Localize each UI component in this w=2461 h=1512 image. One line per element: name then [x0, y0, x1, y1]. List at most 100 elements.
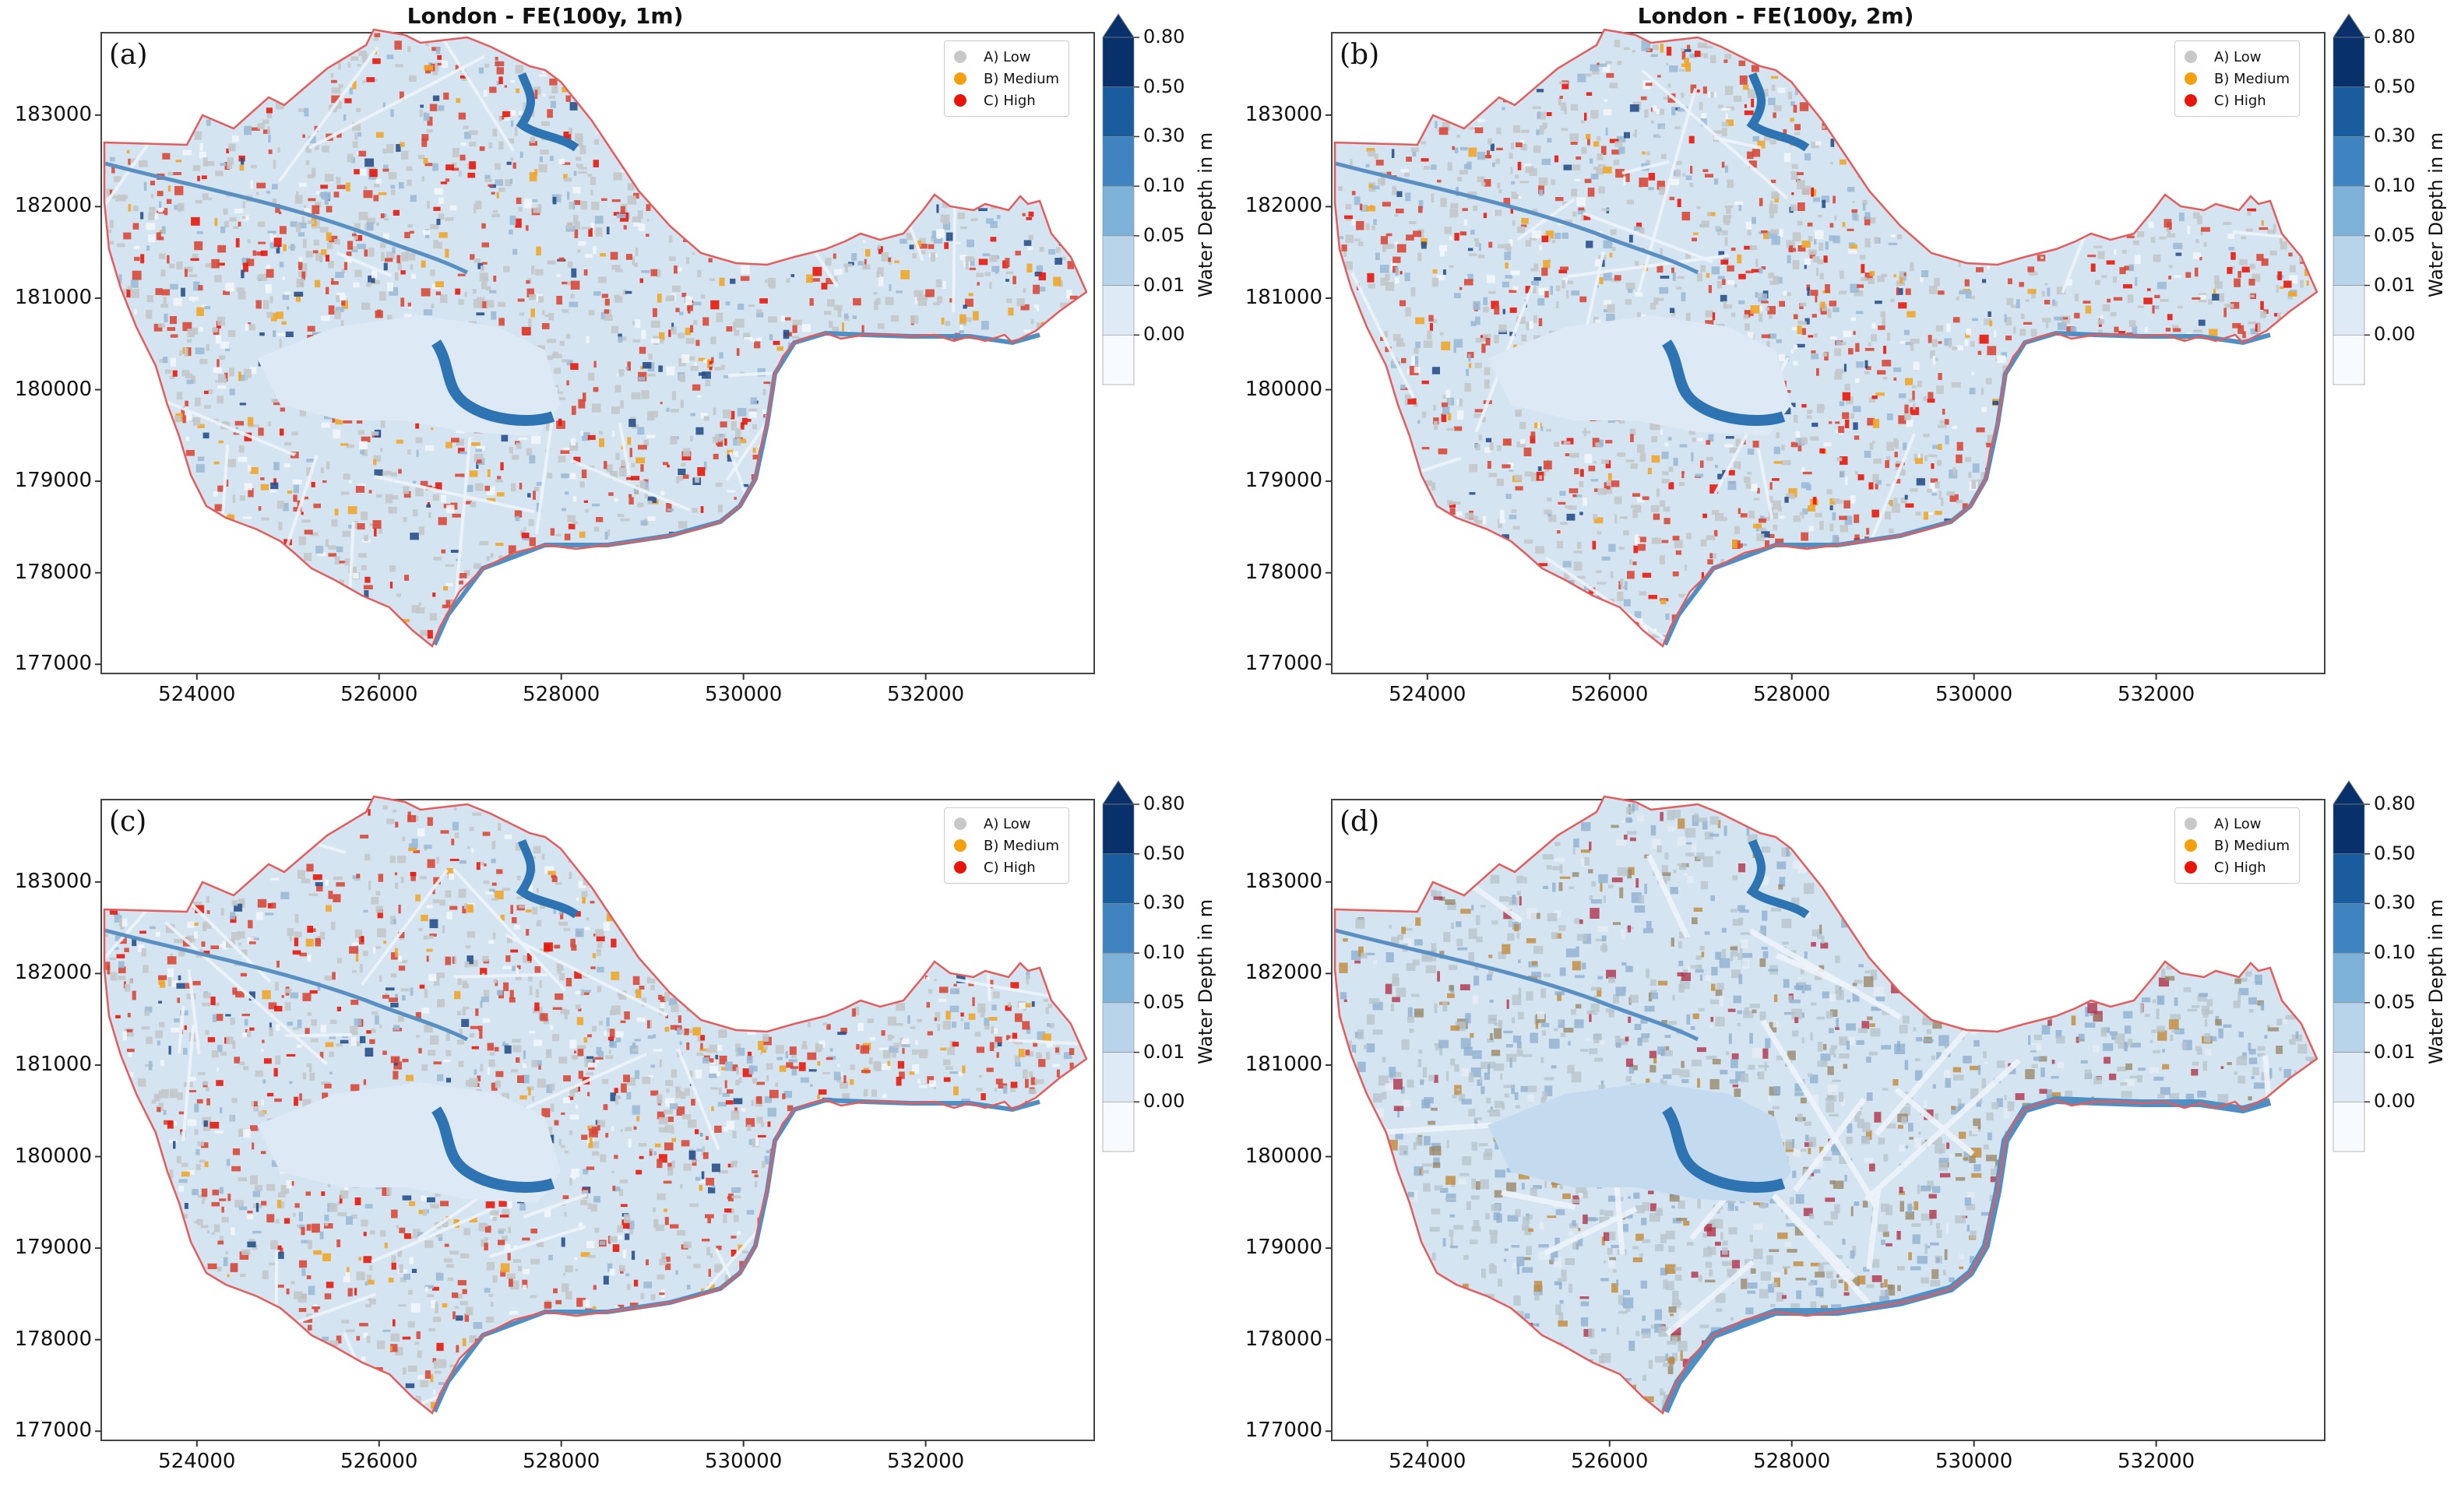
panel-label: (b) — [1336, 39, 1382, 71]
y-tick-label: 182000 — [1237, 961, 1322, 984]
colorbar-tick-label: 0.10 — [1143, 174, 1185, 196]
y-tick-label: 181000 — [1237, 286, 1322, 309]
legend-item: B) Medium — [2185, 68, 2290, 90]
panel-title: London - FE(100y, 1m) — [0, 3, 1090, 29]
y-tick-label: 179000 — [6, 1236, 92, 1259]
x-tick-label: 526000 — [317, 683, 442, 706]
legend-label: C) High — [984, 93, 1036, 109]
x-tick-label: 526000 — [1547, 1450, 1672, 1473]
legend-item: B) Medium — [954, 835, 1059, 856]
colorbar-segment — [1103, 87, 1134, 137]
colorbar-tick-label: 0.05 — [1143, 991, 1185, 1013]
colorbar-tick-label: 0.00 — [2374, 323, 2415, 345]
panel-label: (d) — [1336, 806, 1382, 838]
x-tick-label: 532000 — [2094, 683, 2219, 706]
x-tick-label: 532000 — [864, 1450, 988, 1473]
x-tick-label: 528000 — [1730, 1450, 1854, 1473]
colorbar-segment — [1103, 1003, 1134, 1053]
y-tick-label: 177000 — [6, 652, 92, 675]
y-tick-label: 180000 — [1237, 1145, 1322, 1168]
colorbar-tick-label: 0.05 — [2374, 224, 2415, 246]
y-tick-label: 178000 — [1237, 1327, 1322, 1351]
colorbar-segment — [1103, 1053, 1134, 1102]
colorbar-segment — [1103, 953, 1134, 1003]
legend-label: C) High — [2214, 93, 2266, 109]
legend-item: B) Medium — [2185, 835, 2290, 856]
y-tick-label: 178000 — [6, 1327, 92, 1351]
y-tick-label: 181000 — [1237, 1053, 1322, 1076]
y-tick-label: 182000 — [6, 961, 92, 984]
colorbar-segment — [2333, 1053, 2364, 1102]
colorbar-segment — [1103, 186, 1134, 236]
y-tick-label: 177000 — [1237, 1419, 1322, 1442]
colorbar-tick-label: 0.30 — [1143, 891, 1185, 913]
colorbar-segment — [2333, 953, 2364, 1003]
legend-label: B) Medium — [984, 838, 1059, 854]
legend-label: B) Medium — [2214, 838, 2290, 854]
colorbar-tick-label: 0.10 — [2374, 174, 2415, 196]
colorbar-segment — [2333, 1102, 2364, 1152]
y-tick-label: 182000 — [1237, 194, 1322, 217]
colorbar-title: Water Depth in m — [2425, 899, 2447, 1064]
x-tick-label: 526000 — [1547, 683, 1672, 706]
colorbar-tick-label: 0.01 — [1143, 1041, 1185, 1063]
y-tick-label: 179000 — [1237, 1236, 1322, 1259]
x-tick-label: 530000 — [1912, 1450, 2037, 1473]
x-tick-label: 528000 — [1730, 683, 1854, 706]
colorbar-segment — [2333, 186, 2364, 236]
y-tick-label: 180000 — [6, 1145, 92, 1168]
legend-item: C) High — [2185, 90, 2290, 111]
colorbar-tick-label: 0.10 — [1143, 941, 1185, 963]
colorbar-segment — [1103, 1102, 1134, 1152]
legend-item: C) High — [954, 90, 1059, 111]
y-tick-label: 177000 — [1237, 652, 1322, 675]
legend-marker — [2185, 94, 2197, 107]
colorbar-segment — [2333, 236, 2364, 286]
colorbar-extend-arrow — [1103, 14, 1134, 37]
legend-marker — [2185, 818, 2197, 830]
x-tick-label: 532000 — [2094, 1450, 2219, 1473]
legend-label: A) Low — [984, 816, 1031, 832]
colorbar-segment — [2333, 37, 2364, 87]
colorbar-segment — [2333, 136, 2364, 186]
legend-marker — [954, 839, 966, 852]
colorbar-tick-label: 0.50 — [2374, 842, 2415, 864]
colorbar-segment — [2333, 804, 2364, 854]
colorbar-tick-label: 0.01 — [2374, 1041, 2415, 1063]
colorbar-segment — [2333, 1003, 2364, 1053]
y-tick-label: 179000 — [1237, 469, 1322, 492]
colorbar-tick-label: 0.05 — [1143, 224, 1185, 246]
legend-item: A) Low — [954, 813, 1059, 835]
x-tick-label: 524000 — [135, 683, 259, 706]
legend-item: B) Medium — [954, 68, 1059, 90]
colorbar-segment — [1103, 286, 1134, 336]
y-tick-label: 183000 — [6, 103, 92, 126]
colorbar-tick-label: 0.80 — [2374, 26, 2415, 47]
legend-marker — [954, 861, 966, 874]
panel-title: London - FE(100y, 2m) — [1230, 3, 2321, 29]
legend-item: A) Low — [954, 46, 1059, 68]
legend-item: A) Low — [2185, 46, 2290, 68]
colorbar-tick-label: 0.30 — [2374, 125, 2415, 146]
colorbar-tick-label: 0.00 — [2374, 1090, 2415, 1112]
colorbar-segment — [2333, 87, 2364, 137]
legend-label: A) Low — [984, 49, 1031, 65]
colorbar-extend-arrow — [2333, 14, 2364, 37]
legend-label: B) Medium — [984, 71, 1059, 87]
colorbar-tick-label: 0.30 — [1143, 125, 1185, 146]
colorbar-segment — [1103, 236, 1134, 286]
x-tick-label: 530000 — [681, 1450, 806, 1473]
y-tick-label: 178000 — [6, 561, 92, 584]
legend-item: C) High — [2185, 856, 2290, 878]
colorbar-segment — [1103, 854, 1134, 904]
panel-label: (a) — [106, 39, 151, 71]
y-tick-label: 178000 — [1237, 561, 1322, 584]
colorbar-tick-label: 0.80 — [1143, 26, 1185, 47]
colorbar-tick-label: 0.30 — [2374, 891, 2415, 913]
risk-legend: A) Low B) Medium C) High — [944, 40, 1069, 117]
y-tick-label: 180000 — [1237, 378, 1322, 401]
